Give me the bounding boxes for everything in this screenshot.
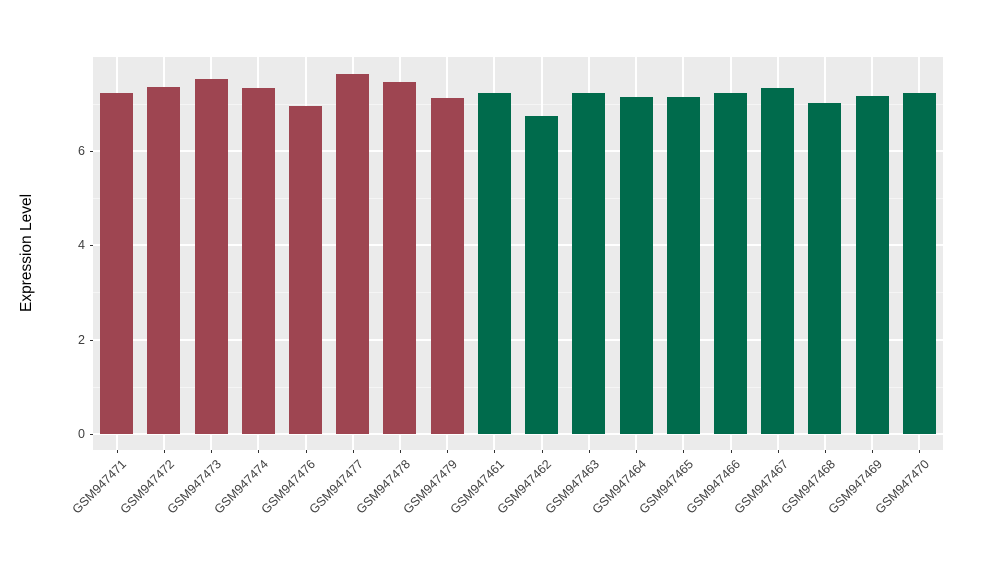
x-axis-tick — [588, 450, 590, 453]
gridline-major-horizontal — [93, 433, 943, 435]
y-tick-label: 6 — [78, 143, 85, 158]
y-tick-label: 0 — [78, 427, 85, 441]
y-axis-tick — [90, 434, 93, 435]
bar-GSM947464 — [619, 96, 653, 434]
x-axis-tick — [730, 450, 732, 453]
x-axis-tick — [636, 450, 638, 453]
bar-GSM947465 — [666, 96, 700, 434]
bar-GSM947476 — [289, 105, 322, 434]
x-axis-tick — [683, 450, 685, 453]
gridline-minor-horizontal — [93, 198, 943, 199]
bar-GSM947469 — [855, 95, 889, 434]
gridline-major-horizontal — [93, 244, 943, 247]
x-axis-tick — [399, 450, 401, 453]
y-axis-title: Expression Level — [18, 193, 35, 313]
bar-GSM947461 — [477, 93, 511, 434]
x-axis-tick — [352, 450, 354, 453]
y-axis-tick — [90, 245, 93, 247]
bar-GSM947463 — [572, 93, 606, 434]
x-axis-tick — [305, 450, 307, 453]
bar-GSM947479 — [430, 98, 464, 434]
x-axis-tick — [258, 450, 260, 453]
gridline-minor-horizontal — [93, 386, 943, 388]
x-axis-tick — [163, 450, 165, 453]
x-axis-tick — [211, 450, 213, 453]
y-tick-label: 4 — [78, 238, 85, 253]
bar-GSM947462 — [525, 115, 559, 434]
bar-GSM947470 — [902, 93, 936, 434]
x-axis-tick — [872, 450, 874, 453]
bar-GSM947471 — [100, 93, 134, 434]
x-axis-tick — [541, 450, 543, 453]
bar-GSM947477 — [336, 74, 370, 434]
gridline-major-horizontal — [93, 338, 943, 341]
x-axis-tick — [116, 450, 118, 453]
bar-GSM947468 — [808, 102, 842, 434]
bar-GSM947472 — [147, 87, 181, 434]
x-axis-tick — [919, 450, 921, 453]
bar-GSM947467 — [761, 88, 795, 434]
bar-GSM947478 — [383, 81, 417, 434]
y-axis-tick — [90, 150, 93, 152]
x-axis-tick — [777, 450, 779, 453]
bar-GSM947474 — [241, 87, 275, 434]
y-tick-label: 2 — [78, 332, 85, 347]
y-axis-tick — [90, 339, 93, 341]
bar-GSM947473 — [194, 78, 228, 434]
x-axis-tick — [447, 450, 449, 453]
bar-GSM947466 — [714, 93, 747, 434]
gridline-major-horizontal — [93, 149, 943, 152]
gridline-minor-horizontal — [93, 292, 943, 294]
x-axis-tick — [824, 450, 826, 453]
gridline-minor-horizontal — [93, 103, 943, 105]
x-axis-tick — [494, 450, 496, 453]
